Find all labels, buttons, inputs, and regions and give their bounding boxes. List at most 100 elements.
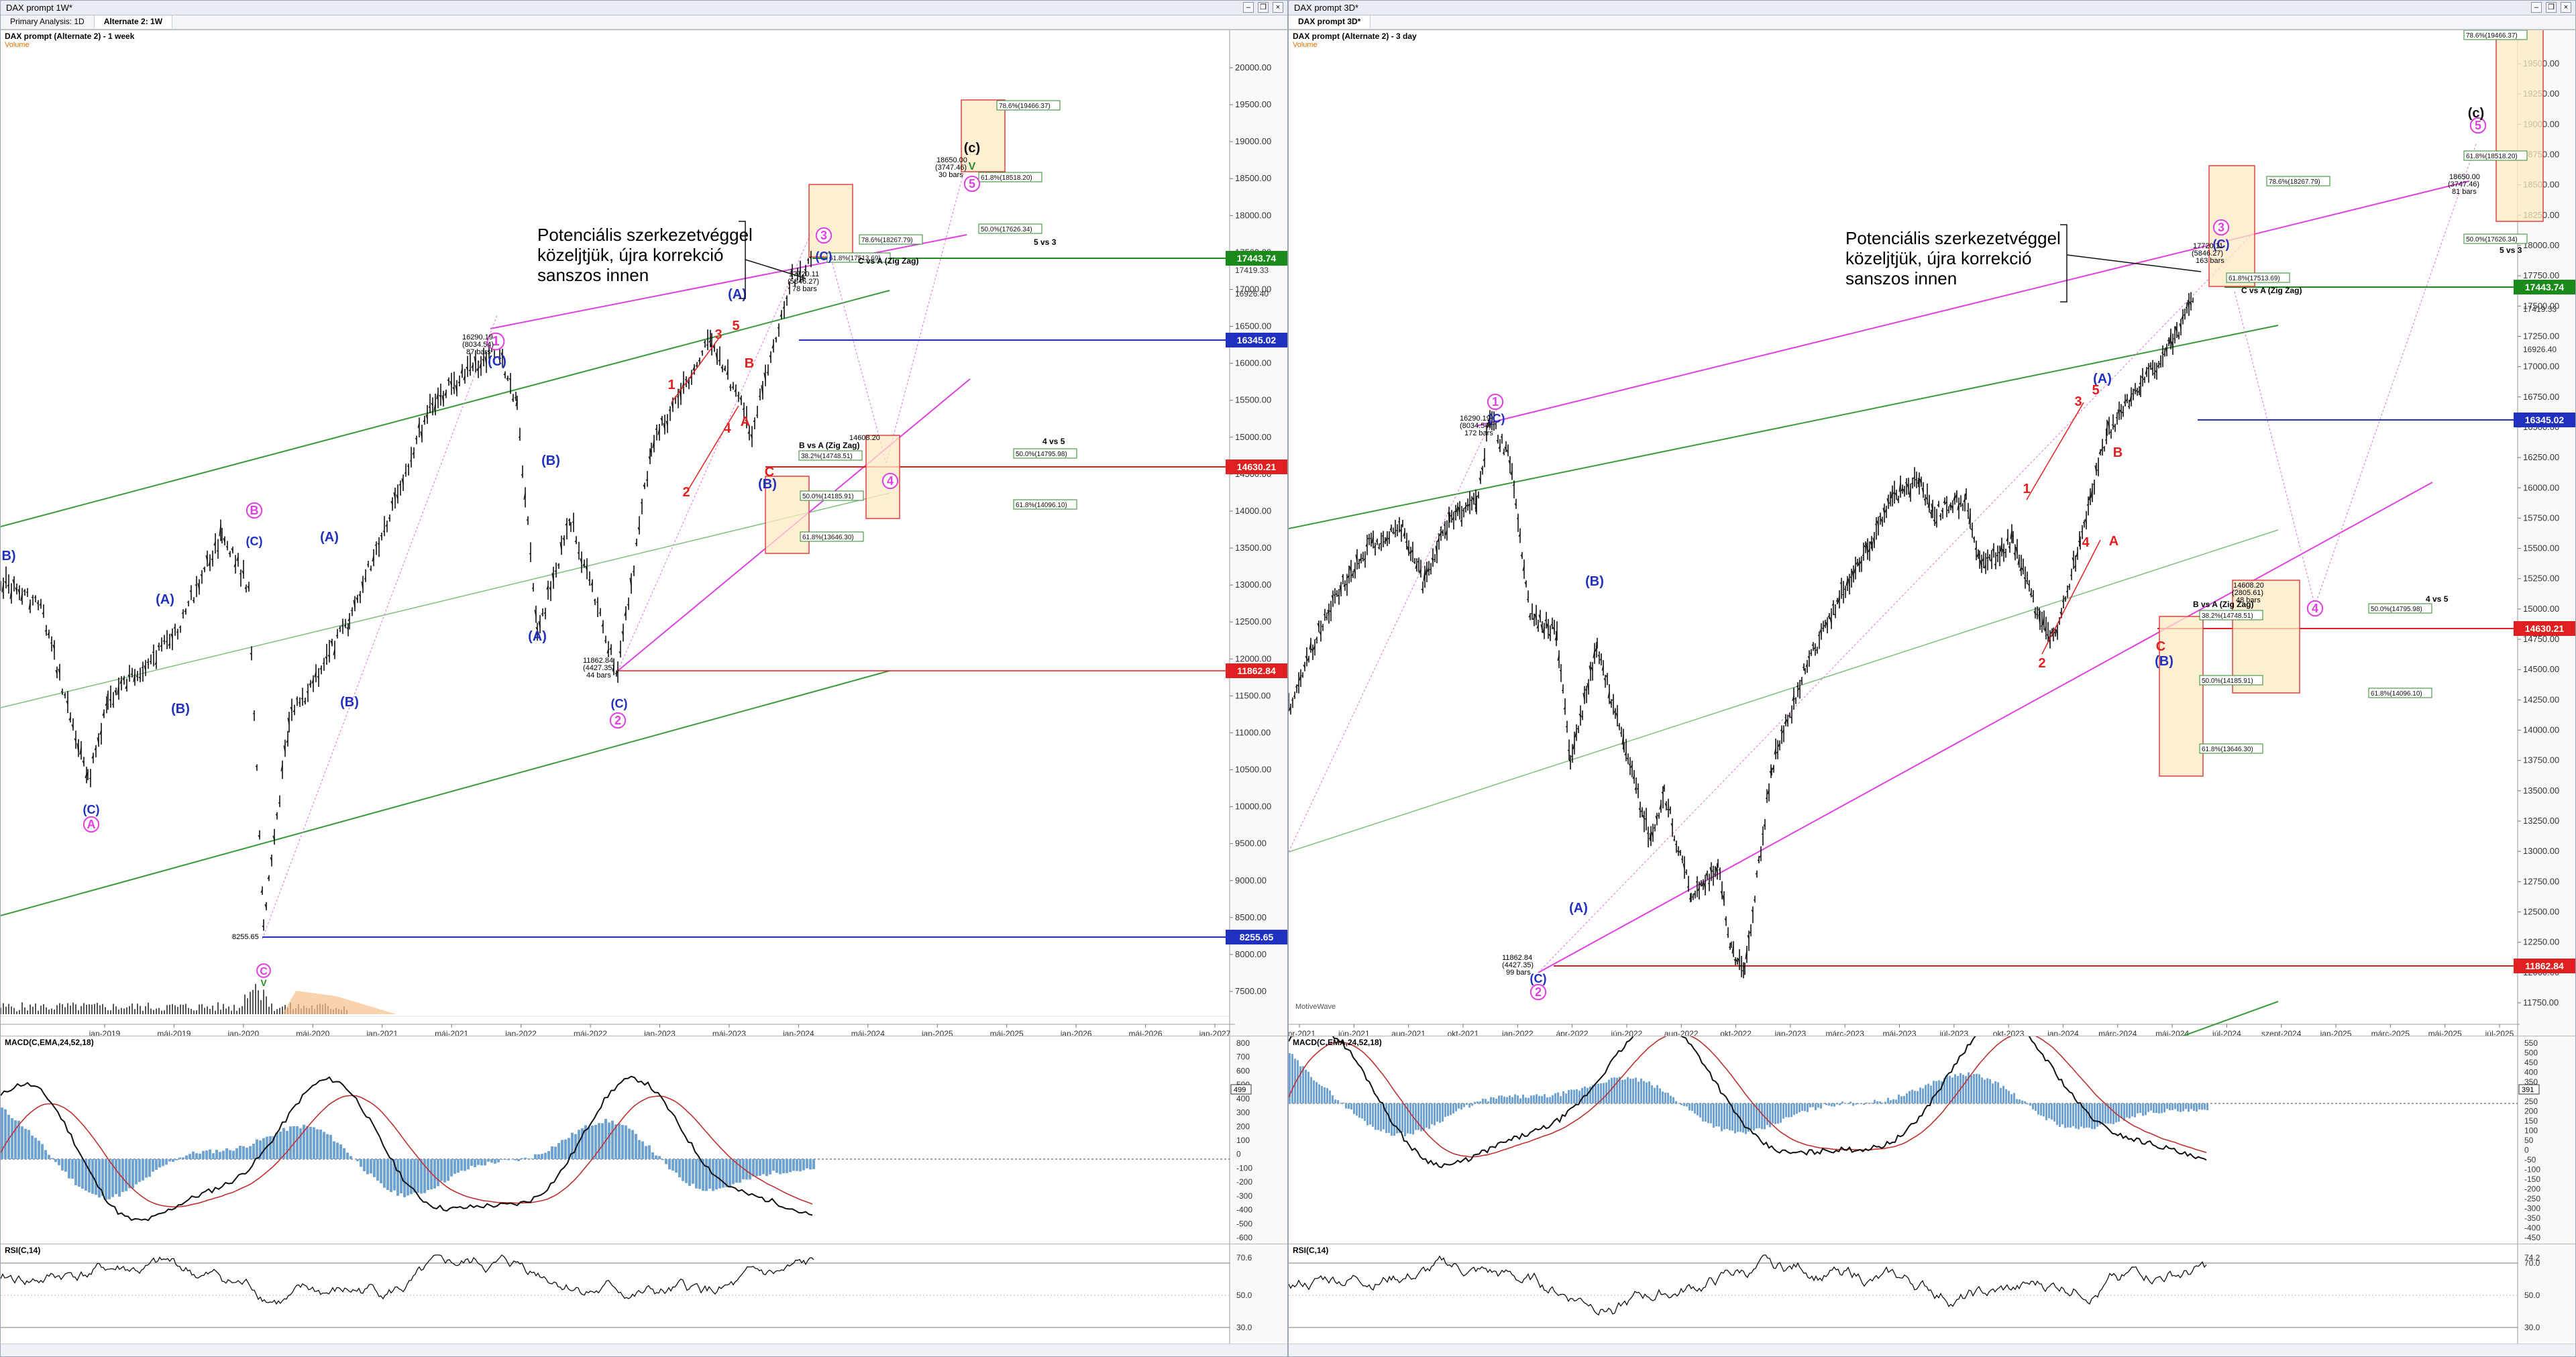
macd-histogram-bar xyxy=(1527,1097,1529,1103)
macd-histogram-bar xyxy=(427,1159,429,1191)
right-rsi-pane[interactable]: 74.2 70.0 50.0 30.0 RSI(C,14) xyxy=(1289,1244,2575,1346)
right-price-tick xyxy=(1506,449,1509,453)
right-price-tick xyxy=(1674,843,1677,846)
right-price-tick xyxy=(2027,584,2030,586)
fib-label-50-14795: 50.0%(14795.98) xyxy=(2371,606,2422,613)
macd-histogram-bar xyxy=(383,1159,386,1188)
right-price-tick xyxy=(1957,502,1960,510)
right-price-tick xyxy=(1902,488,1905,493)
left-price-tick xyxy=(652,439,655,449)
right-price-tick xyxy=(2017,557,2020,565)
macd-histogram-bar xyxy=(1930,1085,1932,1103)
macd-histogram-bar xyxy=(396,1159,399,1196)
left-volume-label: Volume xyxy=(5,41,30,49)
right-price-tick xyxy=(2000,543,2002,552)
left-price-tick xyxy=(598,612,601,614)
macd-histogram-bar xyxy=(2177,1103,2179,1111)
macd-histogram-bar xyxy=(1978,1074,1980,1103)
wave-5-circled-ring xyxy=(963,175,981,193)
macd-histogram-bar xyxy=(296,1126,299,1159)
right-price-tick xyxy=(2119,409,2122,413)
macd-histogram-bar xyxy=(477,1159,480,1165)
fib-box-b xyxy=(2159,616,2204,777)
macd-histogram-bar xyxy=(2027,1103,2029,1105)
macd-histogram-bar xyxy=(1858,1103,1860,1104)
left-rsi-pane[interactable]: 70.6 50.0 30.0 RSI(C,14) xyxy=(1,1244,1287,1346)
macd-tick-label: 200 xyxy=(2524,1107,2538,1116)
left-price-tick xyxy=(184,610,186,612)
right-price-tick xyxy=(2013,552,2016,557)
tab-alternate-2[interactable]: Alternate 2: 1W xyxy=(94,15,173,28)
macd-histogram-bar xyxy=(1393,1103,1395,1136)
right-macd-pane[interactable]: 550500450400350300250200150100500-50-100… xyxy=(1289,1036,2575,1244)
left-price-pane[interactable]: 20000.00 19500.00 19000.00 18500.00 18000.00… xyxy=(1,30,1287,1036)
close-icon[interactable]: × xyxy=(1273,2,1283,13)
macd-tick-label: -400 xyxy=(2524,1224,2540,1233)
tab-primary-analysis[interactable]: Primary Analysis: 1D xyxy=(1,15,95,28)
macd-signal-line xyxy=(1289,1036,2207,1158)
wave-b-red: B xyxy=(2113,445,2123,460)
macd-histogram-bar xyxy=(1316,1082,1318,1103)
level-16926-label: 16926.40 xyxy=(2523,345,2557,354)
minimize-icon[interactable]: – xyxy=(1243,2,1254,13)
five-vs-three-label: 5 vs 3 xyxy=(1034,237,1057,247)
restore-icon[interactable]: ❐ xyxy=(1258,2,1269,13)
macd-histogram-bar xyxy=(1876,1101,1878,1103)
macd-histogram-bar xyxy=(215,1150,218,1159)
left-price-tick xyxy=(343,625,346,627)
macd-histogram-bar xyxy=(2123,1103,2125,1121)
left-price-tick xyxy=(44,629,47,632)
macd-histogram-bar xyxy=(1726,1103,1728,1130)
macd-histogram-bar xyxy=(2166,1103,2168,1109)
right-price-tick xyxy=(1576,728,1579,730)
left-price-tick xyxy=(165,641,168,643)
wave-a-left: (A) xyxy=(528,629,547,644)
wave-c-bottom-circled: C xyxy=(260,966,268,977)
macd-histogram-bar xyxy=(1769,1103,1771,1128)
tab-dax-3d[interactable]: DAX prompt 3D* xyxy=(1289,15,1371,28)
wave-2-circled: 2 xyxy=(1535,985,1542,999)
date-tick-label: aug-2021 xyxy=(1391,1029,1426,1036)
wave-2-circled-ring xyxy=(1529,983,1547,1001)
left-chart-window: DAX prompt 1W* – ❐ × Primary Analysis: 1… xyxy=(0,0,1288,1357)
minimize-icon[interactable]: – xyxy=(2531,2,2542,13)
macd-histogram-bar xyxy=(1841,1101,1843,1103)
macd-tick-label: -150 xyxy=(2524,1175,2540,1184)
close-icon[interactable]: × xyxy=(2561,2,2571,13)
macd-histogram-bar xyxy=(1324,1087,1326,1103)
left-price-tick xyxy=(460,368,463,374)
macd-tick-label: 400 xyxy=(2524,1068,2538,1077)
macd-histogram-bar xyxy=(447,1159,449,1181)
right-price-tick xyxy=(2074,565,2076,568)
right-price-tick xyxy=(1605,675,1608,678)
left-price-tick xyxy=(119,679,122,684)
price-tick-label: 15000.00 xyxy=(1235,432,1271,442)
right-price-tick xyxy=(2019,565,2022,572)
left-price-tick xyxy=(28,602,31,610)
restore-icon[interactable]: ❐ xyxy=(2546,2,2557,13)
macd-histogram-bar xyxy=(4,1109,7,1159)
right-price-tick xyxy=(2165,347,2167,354)
level-17443-tag-label: 17443.74 xyxy=(2525,282,2565,292)
right-price-tick xyxy=(1359,557,1362,561)
macd-histogram-bar xyxy=(1485,1099,1487,1103)
wave-b-2020: (B) xyxy=(340,695,359,710)
wave-1-red: 1 xyxy=(2023,482,2030,496)
right-price-pane[interactable]: 19500.0019250.0019000.0018750.0018500.00… xyxy=(1289,30,2575,1036)
right-price-tick xyxy=(1437,537,1440,542)
price-tick-label: 12500.00 xyxy=(2523,907,2559,917)
left-price-tick xyxy=(412,451,415,455)
right-price-tick xyxy=(1726,934,1729,936)
macd-histogram-bar xyxy=(105,1159,107,1200)
macd-histogram-bar xyxy=(1627,1077,1629,1103)
left-price-tick xyxy=(726,370,729,376)
right-price-tick xyxy=(1831,603,1834,606)
date-tick-label: szept-2024 xyxy=(2261,1029,2302,1036)
macd-histogram-bar xyxy=(1981,1077,1983,1103)
right-price-tick xyxy=(1582,692,1585,701)
left-macd-pane[interactable]: 8007006005004003002001000-100-200-300-40… xyxy=(1,1036,1287,1244)
fib-label-78-19466: 78.6%(19466.37) xyxy=(999,103,1051,110)
macd-histogram-bar xyxy=(1785,1103,1787,1118)
right-price-tick xyxy=(1615,712,1618,717)
macd-histogram-bar xyxy=(1525,1097,1527,1103)
